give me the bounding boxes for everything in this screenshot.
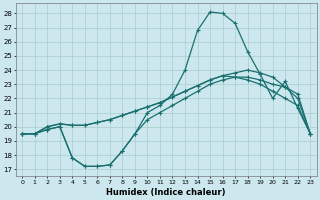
X-axis label: Humidex (Indice chaleur): Humidex (Indice chaleur): [107, 188, 226, 197]
